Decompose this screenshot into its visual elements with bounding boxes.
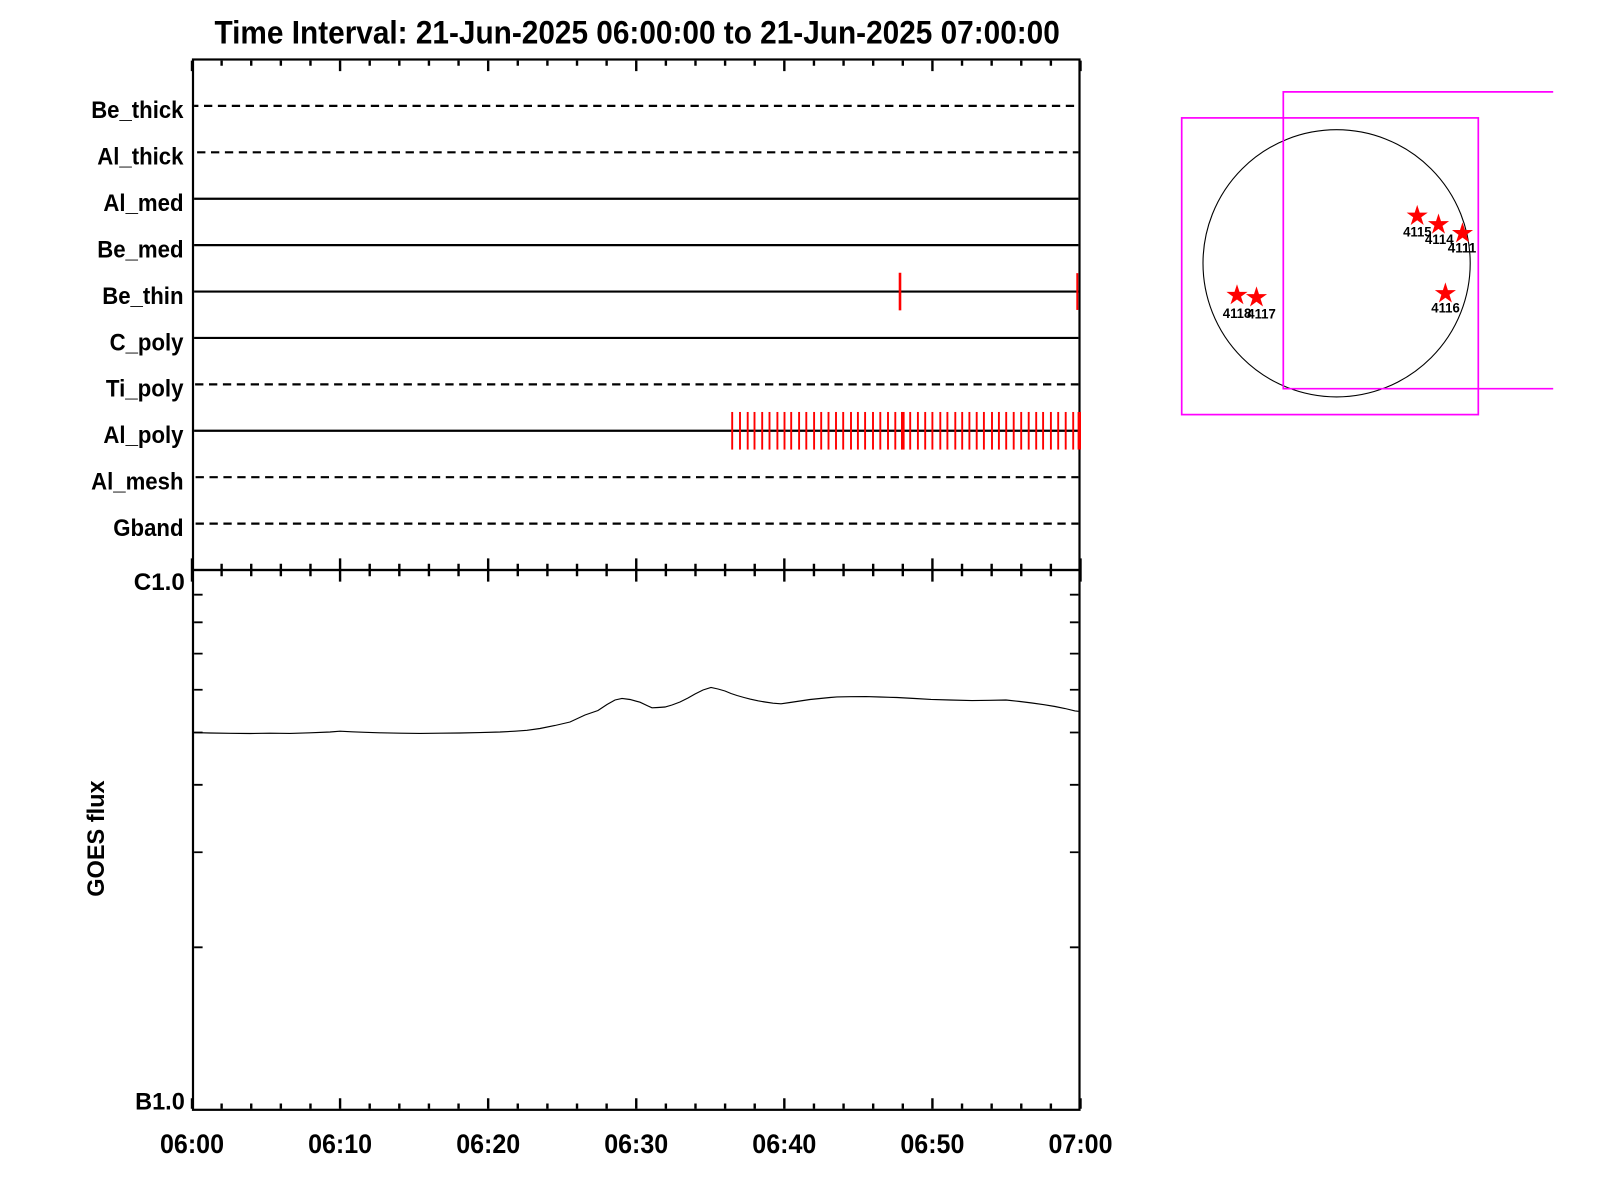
- svg-text:4118: 4118: [1223, 305, 1252, 321]
- svg-text:06:10: 06:10: [308, 1129, 372, 1159]
- svg-text:Al_thick: Al_thick: [97, 144, 184, 171]
- svg-text:4117: 4117: [1247, 305, 1276, 321]
- svg-text:Al_mesh: Al_mesh: [91, 469, 183, 496]
- svg-text:C1.0: C1.0: [134, 569, 185, 596]
- svg-text:06:30: 06:30: [604, 1129, 668, 1159]
- svg-text:07:00: 07:00: [1049, 1129, 1113, 1159]
- svg-text:Be_thick: Be_thick: [91, 97, 184, 124]
- svg-text:4111: 4111: [1448, 240, 1477, 256]
- svg-text:06:00: 06:00: [160, 1129, 224, 1159]
- svg-text:4115: 4115: [1403, 223, 1432, 239]
- svg-text:Al_med: Al_med: [103, 190, 183, 217]
- svg-text:B1.0: B1.0: [135, 1088, 185, 1115]
- svg-text:4114: 4114: [1425, 231, 1454, 247]
- svg-text:Gband: Gband: [113, 515, 183, 542]
- svg-text:06:20: 06:20: [456, 1129, 520, 1159]
- svg-text:06:50: 06:50: [900, 1129, 964, 1159]
- svg-text:Time Interval: 21-Jun-2025 06:: Time Interval: 21-Jun-2025 06:00:00 to 2…: [215, 15, 1060, 51]
- svg-text:Be_thin: Be_thin: [102, 283, 183, 310]
- svg-text:4116: 4116: [1431, 299, 1460, 315]
- svg-text:C_poly: C_poly: [110, 329, 185, 356]
- svg-text:Al_poly: Al_poly: [103, 422, 184, 449]
- svg-text:Be_med: Be_med: [97, 236, 183, 263]
- svg-text:06:40: 06:40: [752, 1129, 816, 1159]
- svg-text:Ti_poly: Ti_poly: [106, 376, 184, 403]
- svg-text:GOES flux: GOES flux: [83, 780, 110, 897]
